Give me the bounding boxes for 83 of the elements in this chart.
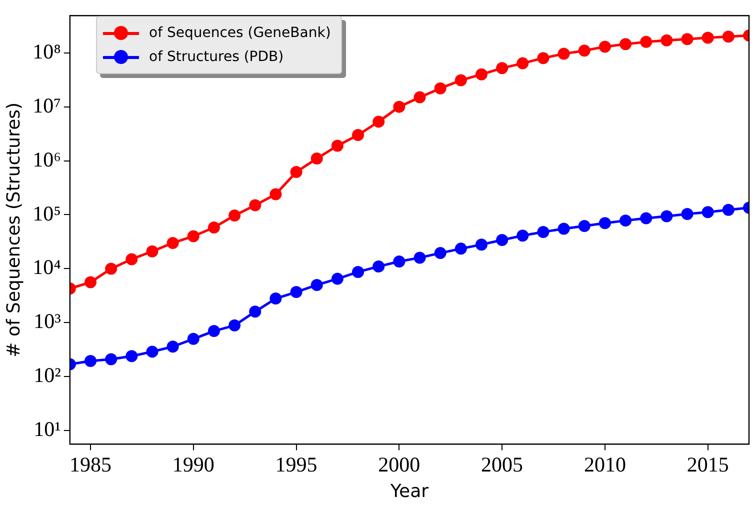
point [660, 34, 673, 46]
point [640, 212, 652, 224]
point [414, 252, 426, 264]
point [578, 220, 590, 232]
point [290, 166, 302, 178]
point [681, 208, 694, 220]
point [270, 292, 282, 305]
point [434, 82, 446, 94]
point [208, 222, 220, 234]
point [187, 332, 200, 345]
legend-label: of Structures (PDB) [149, 49, 284, 65]
point [558, 48, 570, 60]
point [620, 38, 632, 50]
y-tick-label: 10¹ [34, 417, 61, 442]
point [126, 350, 138, 362]
point [598, 40, 611, 53]
point [702, 32, 714, 44]
point [105, 353, 118, 366]
point [496, 62, 508, 74]
point [187, 230, 200, 242]
point [454, 74, 467, 86]
point [496, 234, 508, 246]
x-tick-label: 1995 [275, 452, 318, 476]
point [372, 260, 385, 272]
x-axis-title: Year [389, 480, 430, 502]
point [310, 152, 323, 165]
point [722, 204, 734, 216]
point [84, 276, 96, 288]
point [620, 214, 632, 227]
y-tick-label: 10⁵ [32, 201, 61, 226]
point [310, 278, 323, 291]
point [105, 262, 118, 275]
y-tick-label: 10⁶ [32, 147, 61, 172]
point [228, 209, 241, 222]
point [270, 188, 282, 200]
point [434, 247, 446, 260]
x-tick-label: 1985 [70, 452, 112, 476]
point [537, 226, 550, 238]
legend-label: of Sequences (GeneBank) [149, 25, 331, 41]
y-tick-label: 10⁴ [32, 255, 61, 280]
point [598, 217, 611, 230]
point [166, 236, 179, 249]
point [537, 52, 550, 64]
point [331, 272, 344, 285]
y-tick-label: 10³ [34, 309, 61, 334]
point [558, 222, 570, 235]
point [702, 206, 714, 218]
point [660, 210, 673, 222]
point [393, 100, 406, 113]
point [166, 340, 179, 353]
point [352, 266, 364, 278]
x-tick-label: 2010 [584, 452, 626, 476]
point [331, 140, 344, 152]
point [290, 286, 302, 298]
y-axis-title: # of Sequences (Structures) [3, 102, 24, 358]
point [84, 354, 96, 367]
point [393, 256, 406, 268]
y-tick-label: 10⁷ [32, 93, 61, 118]
point [208, 325, 220, 338]
point [475, 238, 488, 251]
y-tick-label: 10⁸ [32, 39, 61, 64]
point [516, 57, 529, 70]
point [249, 306, 262, 318]
point [578, 44, 590, 57]
point [722, 30, 734, 43]
point [414, 91, 426, 104]
point [454, 242, 467, 255]
y-tick-label: 10² [34, 363, 61, 388]
point [249, 199, 262, 212]
x-tick-label: 2005 [481, 452, 524, 476]
point [516, 230, 529, 242]
point [228, 319, 241, 332]
point [352, 129, 364, 142]
point [640, 36, 652, 48]
x-tick-label: 2000 [378, 452, 420, 476]
point [681, 33, 694, 46]
x-tick-label: 2015 [686, 452, 729, 476]
point [146, 346, 158, 358]
point [475, 68, 488, 80]
point [126, 253, 138, 266]
point [372, 116, 385, 128]
x-tick-label: 1990 [172, 452, 214, 476]
point [146, 245, 158, 258]
